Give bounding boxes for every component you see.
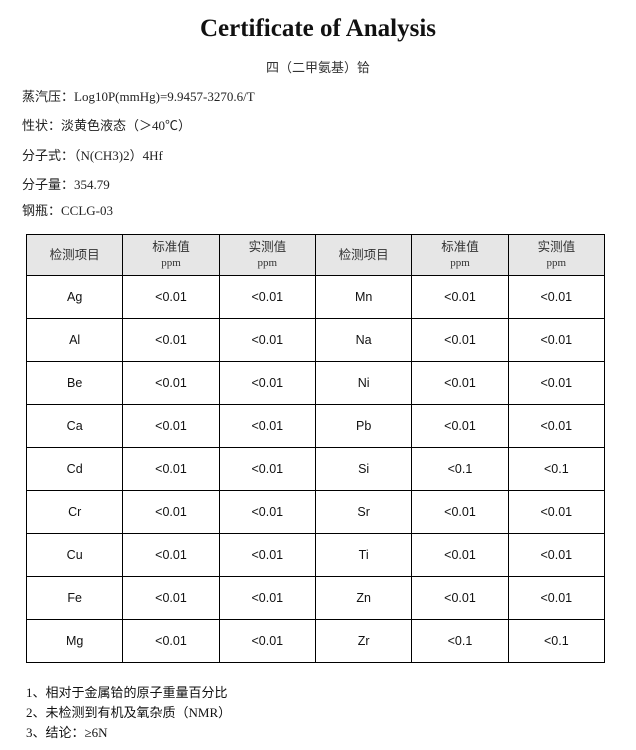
table-cell: <0.01 bbox=[507, 533, 606, 577]
header-unit: ppm bbox=[546, 257, 567, 269]
table-cell: <0.01 bbox=[122, 447, 220, 491]
document-title: Certificate of Analysis bbox=[199, 15, 437, 42]
table-cell: <0.01 bbox=[411, 275, 509, 319]
column-header: 标准值 ppm bbox=[411, 234, 509, 276]
table-row: Fe <0.01 <0.01 Zn <0.01 <0.01 bbox=[25, 576, 606, 620]
table-cell: <0.01 bbox=[218, 490, 316, 534]
table-cell: <0.01 bbox=[507, 275, 606, 319]
table-cell: Si bbox=[314, 447, 413, 491]
table-cell: <0.01 bbox=[122, 275, 220, 319]
table-cell: <0.01 bbox=[218, 318, 316, 362]
table-cell: <0.01 bbox=[122, 490, 220, 534]
table-cell: Sr bbox=[314, 490, 413, 534]
header-label: 实测值 bbox=[537, 240, 576, 254]
table-row: Be <0.01 <0.01 Ni <0.01 <0.01 bbox=[25, 361, 606, 405]
table-cell: <0.01 bbox=[507, 318, 606, 362]
property-line: 分子量：354.79 bbox=[22, 177, 110, 192]
header-unit: ppm bbox=[161, 257, 181, 269]
table-cell: <0.01 bbox=[218, 275, 316, 319]
column-header: 检测项目 bbox=[314, 234, 413, 276]
table-cell: <0.01 bbox=[411, 404, 509, 448]
header-label: 检测项目 bbox=[338, 248, 389, 262]
table-cell: <0.1 bbox=[411, 619, 509, 663]
property-line: 性状：淡黄色液态（＞40℃） bbox=[22, 118, 192, 133]
table-row: Cd <0.01 <0.01 Si <0.1 <0.1 bbox=[25, 447, 606, 491]
table-cell: Ag bbox=[25, 275, 124, 319]
property-line: 分子式：（N(CH3)2）4Hf bbox=[22, 148, 163, 163]
table-row: Ca <0.01 <0.01 Pb <0.01 <0.01 bbox=[25, 404, 606, 448]
table-cell: <0.01 bbox=[122, 533, 220, 577]
table-cell: Cu bbox=[25, 533, 124, 577]
footnote: 1、相对于金属铪的原子重量百分比 bbox=[26, 685, 228, 700]
table-cell: <0.01 bbox=[122, 404, 220, 448]
table-cell: <0.01 bbox=[411, 533, 509, 577]
column-header: 实测值 ppm bbox=[507, 234, 606, 276]
header-label: 检测项目 bbox=[49, 248, 100, 262]
column-header: 检测项目 bbox=[25, 234, 124, 276]
table-cell: <0.01 bbox=[122, 576, 220, 620]
table-cell: Ti bbox=[314, 533, 413, 577]
table-cell: <0.1 bbox=[507, 619, 606, 663]
column-header: 实测值 ppm bbox=[218, 234, 316, 276]
footnote: 2、未检测到有机及氧杂质（NMR） bbox=[26, 705, 232, 720]
table-cell: Cd bbox=[25, 447, 124, 491]
property-line: 钢瓶：CCLG-03 bbox=[22, 203, 114, 218]
table-cell: <0.01 bbox=[218, 361, 316, 405]
header-unit: ppm bbox=[450, 257, 470, 269]
table-cell: <0.01 bbox=[411, 490, 509, 534]
table-cell: <0.01 bbox=[507, 490, 606, 534]
footnote: 3、结论：≥6N bbox=[26, 725, 108, 740]
analysis-table: 检测项目 标准值 ppm 实测值 ppm 检测项目 标准值 ppm 实测值 ppm Ag <0.01… bbox=[25, 234, 606, 663]
table-cell: Na bbox=[314, 318, 413, 362]
table-cell: Cr bbox=[25, 490, 124, 534]
table-cell: Ni bbox=[314, 361, 413, 405]
table-cell: <0.01 bbox=[411, 361, 509, 405]
table-cell: Mn bbox=[314, 275, 413, 319]
table-row: Al <0.01 <0.01 Na <0.01 <0.01 bbox=[25, 318, 606, 362]
table-cell: <0.01 bbox=[411, 576, 509, 620]
table-cell: <0.01 bbox=[218, 447, 316, 491]
table-cell: Mg bbox=[25, 619, 124, 663]
table-cell: <0.01 bbox=[122, 361, 220, 405]
table-row: Cr <0.01 <0.01 Sr <0.01 <0.01 bbox=[25, 490, 606, 534]
table-cell: Be bbox=[25, 361, 124, 405]
header-unit: ppm bbox=[257, 257, 278, 269]
table-cell: Al bbox=[25, 318, 124, 362]
table-cell: <0.01 bbox=[218, 533, 316, 577]
header-label: 标准值 bbox=[441, 240, 479, 254]
table-cell: <0.01 bbox=[218, 404, 316, 448]
table-row: Mg <0.01 <0.01 Zr <0.1 <0.1 bbox=[25, 619, 606, 663]
table-cell: <0.01 bbox=[507, 576, 606, 620]
table-cell: Ca bbox=[25, 404, 124, 448]
compound-name: 四（二甲氨基）铪 bbox=[265, 60, 370, 75]
table-cell: <0.1 bbox=[507, 447, 606, 491]
table-cell: <0.01 bbox=[411, 318, 509, 362]
table-cell: <0.01 bbox=[507, 361, 606, 405]
table-cell: <0.01 bbox=[122, 318, 220, 362]
header-label: 标准值 bbox=[152, 240, 190, 254]
table-cell: Zn bbox=[314, 576, 413, 620]
table-cell: Pb bbox=[314, 404, 413, 448]
header-label: 实测值 bbox=[248, 240, 287, 254]
column-header: 标准值 ppm bbox=[122, 234, 220, 276]
table-row: Cu <0.01 <0.01 Ti <0.01 <0.01 bbox=[25, 533, 606, 577]
table-cell: Fe bbox=[25, 576, 124, 620]
table-cell: <0.01 bbox=[218, 619, 316, 663]
table-cell: <0.1 bbox=[411, 447, 509, 491]
property-line: 蒸汽压：Log10P(mmHg)=9.9457-3270.6/T bbox=[22, 89, 255, 104]
table-row: Ag <0.01 <0.01 Mn <0.01 <0.01 bbox=[25, 275, 606, 319]
table-cell: <0.01 bbox=[218, 576, 316, 620]
table-cell: <0.01 bbox=[122, 619, 220, 663]
table-cell: Zr bbox=[314, 619, 413, 663]
table-cell: <0.01 bbox=[507, 404, 606, 448]
